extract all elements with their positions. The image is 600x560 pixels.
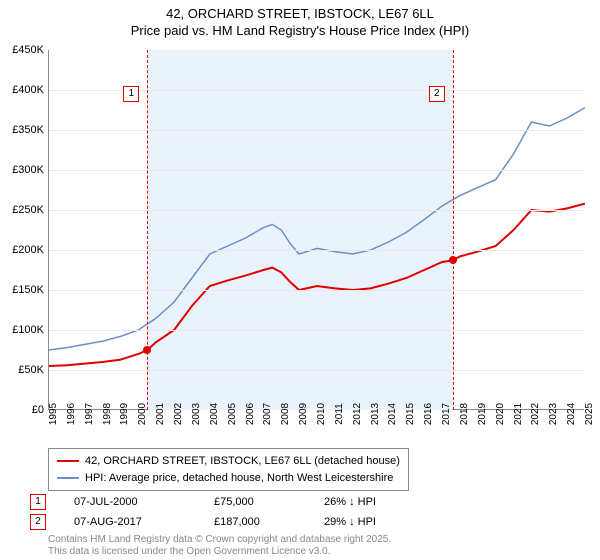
legend-row: 42, ORCHARD STREET, IBSTOCK, LE67 6LL (d… bbox=[57, 453, 400, 470]
title-line1: 42, ORCHARD STREET, IBSTOCK, LE67 6LL bbox=[0, 6, 600, 23]
marker-box: 2 bbox=[429, 86, 445, 102]
x-tick-label: 2020 bbox=[495, 403, 506, 425]
sale-price: £187,000 bbox=[214, 516, 324, 528]
x-tick-label: 2018 bbox=[459, 403, 470, 425]
x-tick-label: 2006 bbox=[245, 403, 256, 425]
x-tick-label: 2009 bbox=[298, 403, 309, 425]
gridline bbox=[49, 330, 585, 331]
chart-area: 12 £0£50K£100K£150K£200K£250K£300K£350K£… bbox=[48, 50, 584, 410]
legend-swatch bbox=[57, 460, 79, 462]
marker-line bbox=[147, 50, 148, 410]
y-tick-label: £300K bbox=[12, 164, 44, 176]
legend: 42, ORCHARD STREET, IBSTOCK, LE67 6LL (d… bbox=[48, 448, 409, 491]
x-tick-label: 2011 bbox=[334, 403, 345, 425]
x-tick-label: 2002 bbox=[173, 403, 184, 425]
y-tick-label: £100K bbox=[12, 324, 44, 336]
plot: 12 bbox=[48, 50, 584, 410]
x-tick-label: 2025 bbox=[584, 403, 595, 425]
gridline bbox=[49, 170, 585, 171]
gridline bbox=[49, 250, 585, 251]
x-tick-label: 2003 bbox=[191, 403, 202, 425]
sale-marker: 1 bbox=[30, 494, 46, 510]
marker-box: 1 bbox=[123, 86, 139, 102]
x-tick-label: 2004 bbox=[209, 403, 220, 425]
sale-date: 07-JUL-2000 bbox=[74, 496, 214, 508]
x-tick-label: 1999 bbox=[119, 403, 130, 425]
x-tick-label: 2005 bbox=[227, 403, 238, 425]
y-tick-label: £450K bbox=[12, 44, 44, 56]
chart-lines bbox=[49, 50, 585, 410]
sale-marker: 2 bbox=[30, 514, 46, 530]
legend-swatch bbox=[57, 477, 79, 479]
gridline bbox=[49, 210, 585, 211]
x-tick-label: 2022 bbox=[530, 403, 541, 425]
gridline bbox=[49, 130, 585, 131]
y-tick-label: £200K bbox=[12, 244, 44, 256]
y-tick-label: £150K bbox=[12, 284, 44, 296]
x-tick-label: 1997 bbox=[84, 403, 95, 425]
x-tick-label: 2000 bbox=[137, 403, 148, 425]
sale-dot bbox=[449, 256, 457, 264]
title-block: 42, ORCHARD STREET, IBSTOCK, LE67 6LL Pr… bbox=[0, 0, 600, 40]
sale-row: 1 07-JUL-2000£75,00026% ↓ HPI bbox=[30, 492, 444, 512]
series-line bbox=[49, 204, 585, 366]
chart-container: 42, ORCHARD STREET, IBSTOCK, LE67 6LL Pr… bbox=[0, 0, 600, 560]
legend-label: 42, ORCHARD STREET, IBSTOCK, LE67 6LL (d… bbox=[85, 453, 400, 470]
x-tick-label: 2017 bbox=[441, 403, 452, 425]
y-tick-label: £50K bbox=[18, 364, 44, 376]
x-tick-label: 2013 bbox=[370, 403, 381, 425]
sale-row: 2 07-AUG-2017£187,00029% ↓ HPI bbox=[30, 512, 444, 532]
x-tick-label: 1996 bbox=[66, 403, 77, 425]
series-line bbox=[49, 108, 585, 350]
x-tick-label: 2007 bbox=[262, 403, 273, 425]
y-tick-label: £250K bbox=[12, 204, 44, 216]
x-tick-label: 2015 bbox=[405, 403, 416, 425]
gridline bbox=[49, 290, 585, 291]
x-tick-label: 2008 bbox=[280, 403, 291, 425]
x-tick-label: 2014 bbox=[387, 403, 398, 425]
footer-line1: Contains HM Land Registry data © Crown c… bbox=[48, 534, 391, 546]
x-tick-label: 2012 bbox=[352, 403, 363, 425]
x-tick-label: 2023 bbox=[548, 403, 559, 425]
x-tick-label: 2021 bbox=[513, 403, 524, 425]
sale-price: £75,000 bbox=[214, 496, 324, 508]
x-tick-label: 1998 bbox=[102, 403, 113, 425]
y-tick-label: £0 bbox=[32, 404, 44, 416]
y-tick-label: £400K bbox=[12, 84, 44, 96]
x-tick-label: 2016 bbox=[423, 403, 434, 425]
sales-table: 1 07-JUL-2000£75,00026% ↓ HPI 2 07-AUG-2017… bbox=[30, 492, 444, 532]
legend-row: HPI: Average price, detached house, Nort… bbox=[57, 470, 400, 487]
title-line2: Price paid vs. HM Land Registry's House … bbox=[0, 23, 600, 40]
x-tick-label: 2010 bbox=[316, 403, 327, 425]
x-tick-label: 1995 bbox=[48, 403, 59, 425]
x-tick-label: 2019 bbox=[477, 403, 488, 425]
legend-label: HPI: Average price, detached house, Nort… bbox=[85, 470, 393, 487]
sale-date: 07-AUG-2017 bbox=[74, 516, 214, 528]
sale-dot bbox=[143, 346, 151, 354]
y-tick-label: £350K bbox=[12, 124, 44, 136]
gridline bbox=[49, 370, 585, 371]
marker-line bbox=[453, 50, 454, 410]
footer-line2: This data is licensed under the Open Gov… bbox=[48, 546, 391, 558]
x-tick-label: 2024 bbox=[566, 403, 577, 425]
sale-delta: 26% ↓ HPI bbox=[324, 496, 444, 508]
sale-delta: 29% ↓ HPI bbox=[324, 516, 444, 528]
footer: Contains HM Land Registry data © Crown c… bbox=[48, 534, 391, 558]
x-tick-label: 2001 bbox=[155, 403, 166, 425]
